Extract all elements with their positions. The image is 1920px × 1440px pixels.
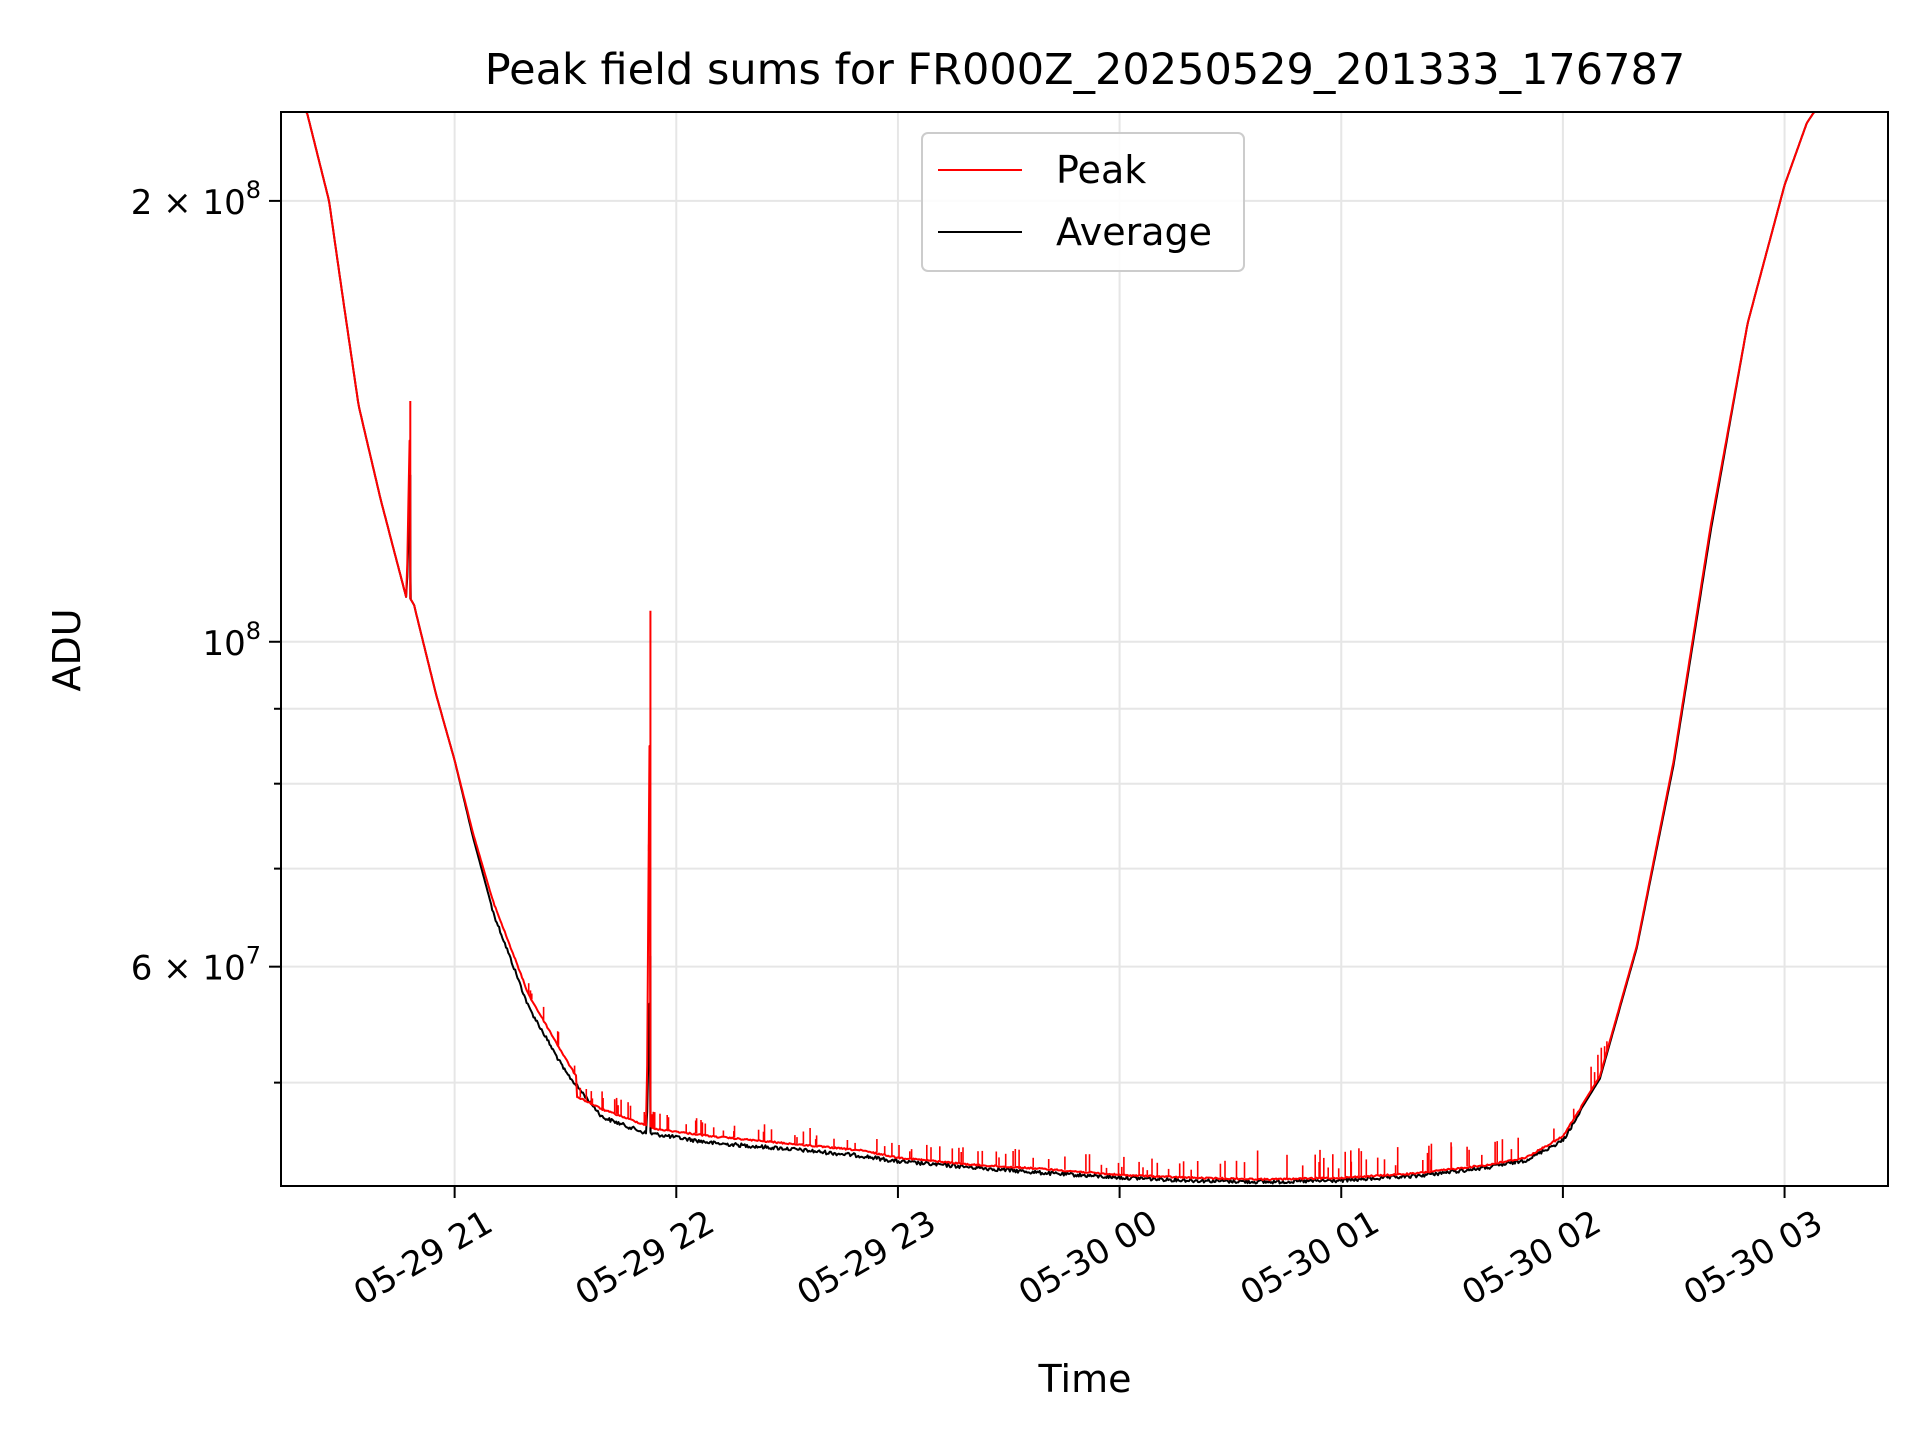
y-tick-label: 2 × 108 [131,176,261,223]
y-tick-mantissa: 10 [202,624,245,664]
y-tick-mantissa: 6 × 10 [131,949,246,989]
y-tick-exponent: 7 [246,942,261,970]
x-axis-label: Time [1038,1357,1132,1401]
y-tick-mantissa: 2 × 10 [131,183,246,223]
y-tick-label: 6 × 107 [131,942,261,989]
series-line-peak [281,112,1888,1182]
plot-area [281,112,1888,1185]
legend-label-average: Average [1056,210,1212,254]
y-tick-exponent: 8 [246,176,261,204]
y-axis-label: ADU [45,608,89,691]
plot-frame [280,111,1889,1187]
chart-title: Peak field sums for FR000Z_20250529_2013… [485,45,1685,95]
y-tick-exponent: 8 [246,617,261,645]
series-layer [281,112,1888,1185]
spike-layer [409,401,1608,1179]
grid [281,112,1888,1186]
legend-label-peak: Peak [1056,148,1146,192]
legend: Peak Average [921,132,1245,272]
legend-box [921,132,1245,272]
y-tick-label: 108 [202,617,261,664]
plot-background [281,112,1888,1186]
